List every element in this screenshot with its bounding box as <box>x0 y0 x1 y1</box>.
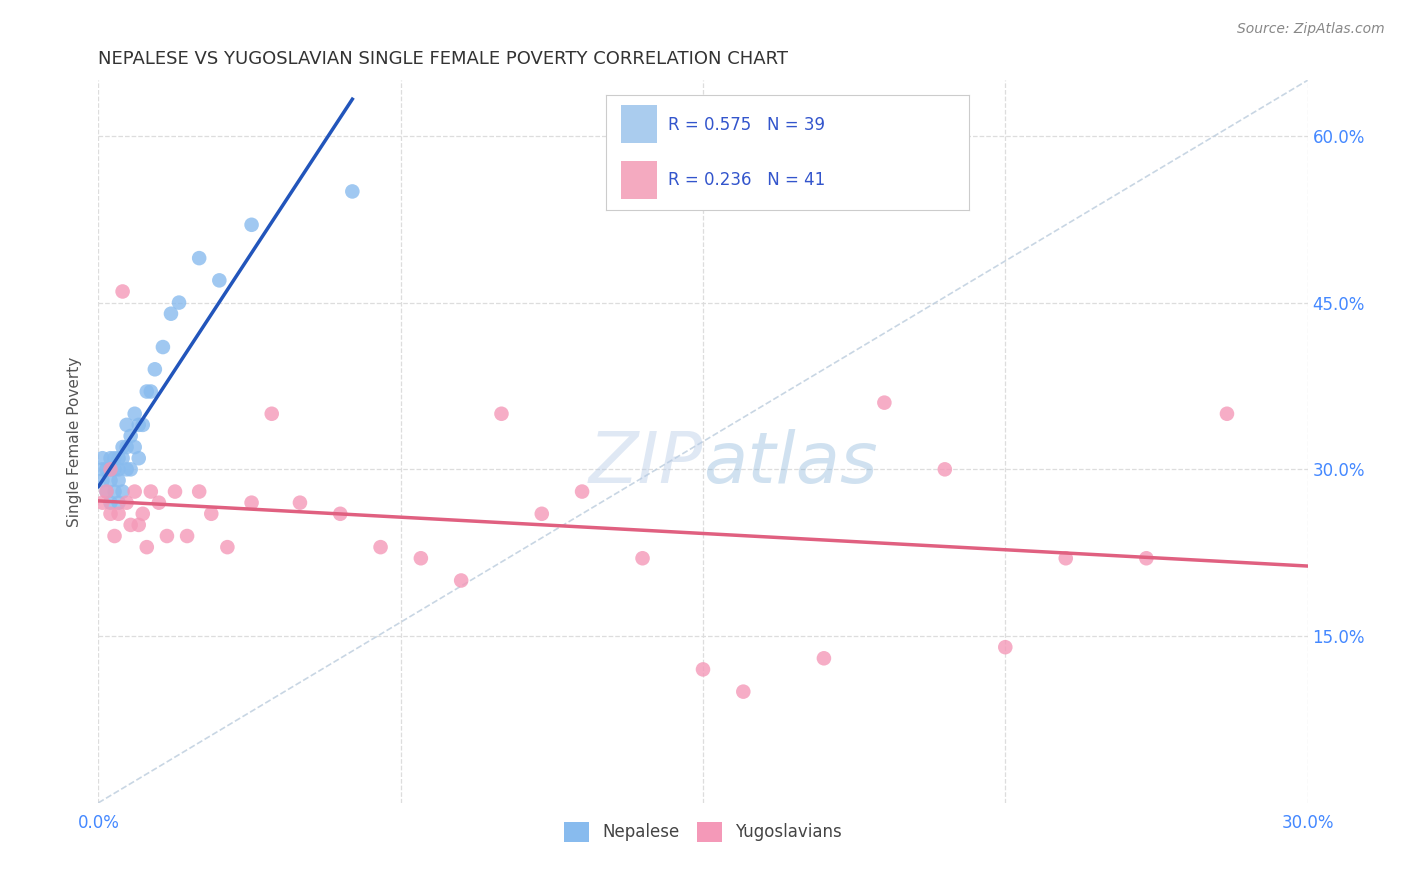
Point <box>124 484 146 499</box>
Point <box>103 484 125 499</box>
Point <box>120 429 142 443</box>
Point <box>260 407 283 421</box>
Point <box>370 540 392 554</box>
Point <box>111 285 134 299</box>
Point <box>163 484 186 499</box>
Point <box>107 474 129 488</box>
Point <box>188 484 211 499</box>
Point <box>1216 407 1239 421</box>
Point <box>167 295 190 310</box>
Point <box>100 496 122 510</box>
Point <box>115 462 138 476</box>
Point <box>934 462 956 476</box>
Point <box>115 440 138 454</box>
Point <box>115 417 138 432</box>
Point <box>128 517 150 532</box>
Point <box>107 496 129 510</box>
Point <box>1135 551 1157 566</box>
Point <box>100 474 122 488</box>
Point <box>1054 551 1077 566</box>
Point <box>139 484 162 499</box>
Point <box>128 417 150 432</box>
Point <box>994 640 1017 655</box>
Point <box>491 407 513 421</box>
Point <box>176 529 198 543</box>
Point <box>111 484 134 499</box>
Point <box>152 340 174 354</box>
Point <box>631 551 654 566</box>
Point <box>111 451 134 466</box>
Point <box>120 517 142 532</box>
Point <box>329 507 352 521</box>
Point <box>124 407 146 421</box>
Point <box>409 551 432 566</box>
Point <box>217 540 239 554</box>
Point <box>91 462 114 476</box>
Point <box>288 496 311 510</box>
Point <box>100 462 122 476</box>
Point <box>103 451 125 466</box>
Point <box>107 451 129 466</box>
Point <box>120 462 142 476</box>
Text: NEPALESE VS YUGOSLAVIAN SINGLE FEMALE POVERTY CORRELATION CHART: NEPALESE VS YUGOSLAVIAN SINGLE FEMALE PO… <box>98 50 789 68</box>
Point <box>100 451 122 466</box>
Point <box>91 451 114 466</box>
Point <box>188 251 211 265</box>
Text: atlas: atlas <box>703 429 877 498</box>
Point <box>103 462 125 476</box>
Point <box>139 384 162 399</box>
Point <box>132 417 155 432</box>
Point <box>96 484 118 499</box>
Point <box>148 496 170 510</box>
Point <box>103 529 125 543</box>
Point <box>124 440 146 454</box>
Point <box>873 395 896 409</box>
Point <box>200 507 222 521</box>
Legend: Nepalese, Yugoslavians: Nepalese, Yugoslavians <box>558 815 848 848</box>
Text: ZIP: ZIP <box>589 429 703 498</box>
Point <box>530 507 553 521</box>
Point <box>111 440 134 454</box>
Point <box>571 484 593 499</box>
Y-axis label: Single Female Poverty: Single Female Poverty <box>67 357 83 526</box>
Point <box>91 496 114 510</box>
Point <box>208 273 231 287</box>
Point <box>96 484 118 499</box>
Text: Source: ZipAtlas.com: Source: ZipAtlas.com <box>1237 22 1385 37</box>
Point <box>115 496 138 510</box>
Point <box>96 462 118 476</box>
Point <box>160 307 183 321</box>
Point <box>91 474 114 488</box>
Point <box>240 218 263 232</box>
Point <box>107 462 129 476</box>
Point <box>100 462 122 476</box>
Point <box>156 529 179 543</box>
Point <box>100 507 122 521</box>
Point <box>450 574 472 588</box>
Point <box>135 540 157 554</box>
Point <box>813 651 835 665</box>
Point <box>342 185 364 199</box>
Point <box>733 684 755 698</box>
Point <box>128 451 150 466</box>
Point <box>240 496 263 510</box>
Point <box>107 507 129 521</box>
Point <box>135 384 157 399</box>
Point <box>692 662 714 676</box>
Point <box>132 507 155 521</box>
Point <box>143 362 166 376</box>
